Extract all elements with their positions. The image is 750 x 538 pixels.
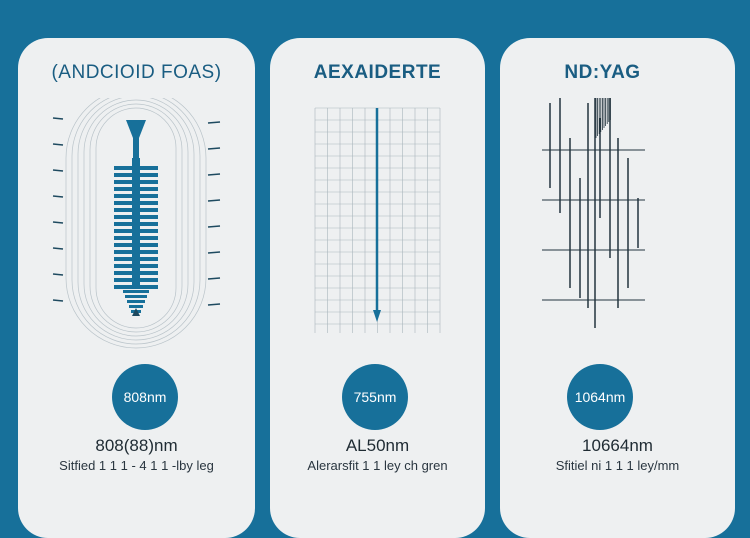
- wavelength-badge: 1064nm: [567, 364, 633, 430]
- laser-card-ndyag: ND:YAG 1064nm 10664nm Sfitiel ni 1 1 1 l…: [500, 38, 735, 538]
- wavelength-label: 10664nm: [582, 436, 653, 455]
- card-subtitle: Sitfied 1 1 1 - 4 1 1 -lby leg: [59, 458, 214, 473]
- grid-beam-icon: [314, 107, 441, 333]
- diode-laser-bar-icon: [52, 98, 221, 349]
- card-title: ND:YAG: [564, 62, 641, 83]
- card-title: AEXAIDERTE: [313, 62, 442, 83]
- laser-card-alexandrite: AEXAIDERTE 755nm AL50nm Alerarsfit 1 1 l…: [270, 38, 485, 538]
- card-subtitle: Sfitiel ni 1 1 1 ley/mm: [555, 458, 680, 473]
- laser-card-diode: (ANDCIOID FOAS) 808nm 808(88)nm Sitfied …: [18, 38, 255, 538]
- line-pulse-icon: [542, 98, 645, 328]
- wavelength-badge: 808nm: [112, 364, 178, 430]
- card-title: (ANDCIOID FOAS): [51, 62, 222, 83]
- wavelength-badge: 755nm: [342, 364, 408, 430]
- wavelength-label: 808(88)nm: [95, 436, 178, 455]
- card-subtitle: Alerarsfit 1 1 ley ch gren: [307, 458, 448, 473]
- wavelength-label: AL50nm: [345, 436, 410, 455]
